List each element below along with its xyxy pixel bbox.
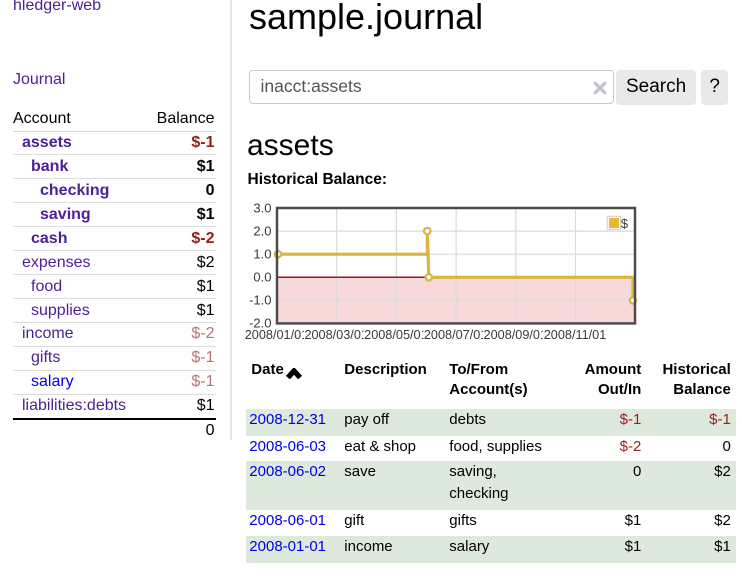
svg-text:-2.0: -2.0 — [249, 316, 271, 331]
svg-text:3.0: 3.0 — [253, 200, 271, 215]
svg-text:-1.0: -1.0 — [249, 293, 271, 308]
svg-text:2008/07/01: 2008/07/01 — [424, 328, 488, 342]
svg-text:2008/05/01: 2008/05/01 — [364, 328, 428, 342]
svg-text:2008/11/01: 2008/11/01 — [544, 328, 607, 342]
svg-text:2008/09/01: 2008/09/01 — [484, 328, 548, 342]
svg-text:2008/03/01: 2008/03/01 — [304, 328, 368, 342]
svg-text:1.0: 1.0 — [253, 247, 271, 262]
svg-text:2008/01/01: 2008/01/01 — [245, 328, 309, 342]
svg-text:$: $ — [621, 216, 629, 231]
svg-text:0.0: 0.0 — [253, 270, 271, 285]
svg-text:2.0: 2.0 — [253, 223, 271, 238]
